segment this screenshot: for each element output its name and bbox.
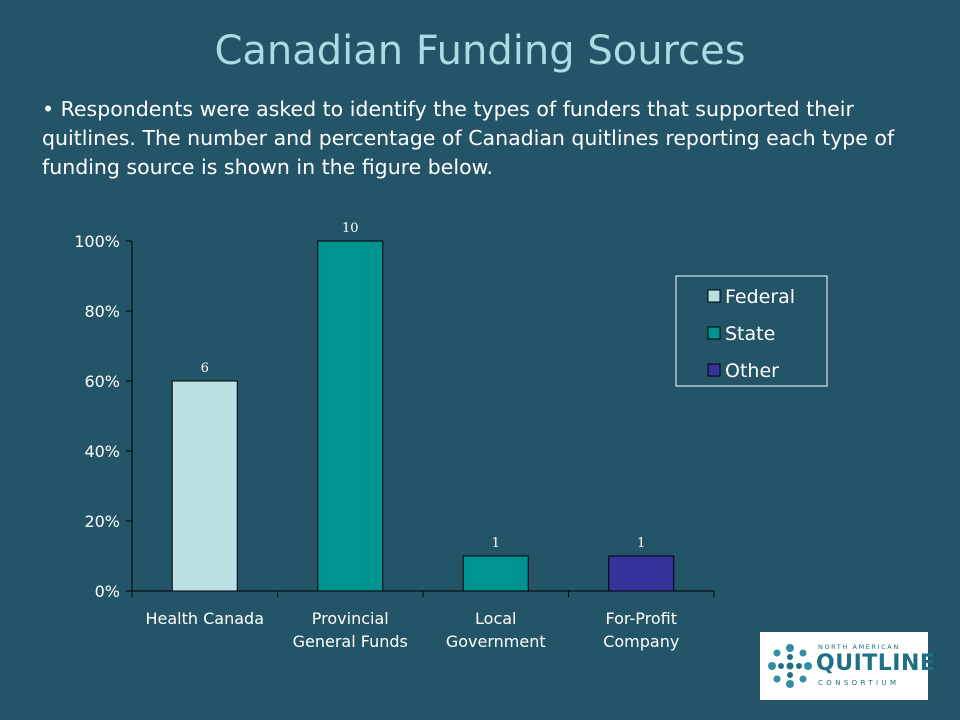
quitline-logo: NORTH AMERICAN QUITLINE CONSORTIUM	[760, 632, 935, 700]
logo-north-american: NORTH AMERICAN	[818, 643, 900, 651]
x-category-label: Government	[446, 632, 546, 651]
bar	[317, 240, 384, 592]
legend-swatch	[707, 289, 721, 303]
y-tick-label: 40%	[84, 442, 120, 461]
data-label: 10	[342, 221, 359, 236]
logo-quitline: QUITLINE	[816, 651, 936, 676]
bar	[608, 555, 675, 592]
y-tick-label: 0%	[95, 582, 120, 601]
y-tick-label: 20%	[84, 512, 120, 531]
bar	[171, 380, 238, 592]
legend-swatch	[707, 363, 721, 377]
x-category-label: For-Profit	[606, 609, 677, 628]
legend-label: State	[725, 323, 775, 345]
legend-label: Other	[725, 360, 779, 382]
bar	[462, 555, 529, 592]
x-category-label: Local	[475, 609, 516, 628]
y-tick-label: 80%	[84, 302, 120, 321]
logo-consortium: CONSORTIUM	[818, 679, 900, 687]
data-label: 1	[492, 536, 500, 551]
slide-title: Canadian Funding Sources	[214, 28, 746, 74]
legend-box	[675, 275, 828, 387]
bullet-text: • Respondents were asked to identify the…	[42, 97, 895, 179]
x-category-label: Provincial	[312, 609, 389, 628]
x-category-label: Company	[603, 632, 679, 651]
legend-swatch	[707, 326, 721, 340]
data-label: 6	[201, 361, 209, 376]
x-category-label: Health Canada	[145, 609, 264, 628]
x-category-label: General Funds	[293, 632, 408, 651]
y-tick-label: 60%	[84, 372, 120, 391]
legend-label: Federal	[725, 286, 795, 308]
data-label: 1	[637, 536, 645, 551]
y-tick-label: 100%	[74, 232, 120, 251]
logo-mark-icon	[768, 644, 812, 688]
